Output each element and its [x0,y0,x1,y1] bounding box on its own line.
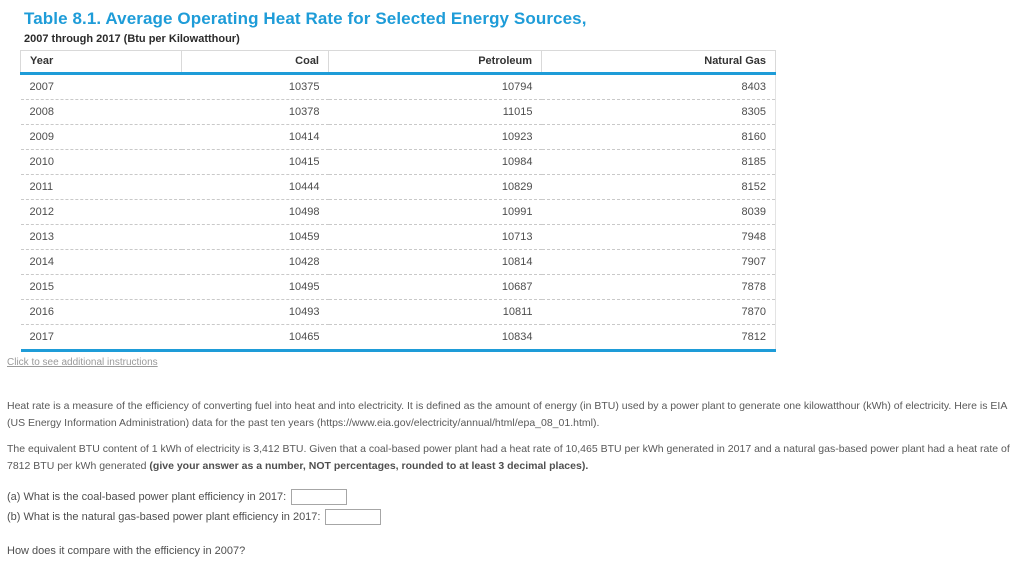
problem-statement: The equivalent BTU content of 1 kWh of e… [7,441,1017,474]
page-subtitle: 2007 through 2017 (Btu per Kilowatthour) [24,33,240,45]
cell-petroleum: 10811 [328,299,542,325]
cell-year: 2017 [20,324,182,351]
table-row: 2014 10428 10814 7907 [20,249,776,275]
cell-year: 2014 [20,249,182,275]
cell-year: 2007 [20,73,182,100]
table-row: 2012 10498 10991 8039 [20,199,776,225]
column-header-coal: Coal [181,50,329,75]
heat-rate-description: Heat rate is a measure of the efficiency… [7,400,1007,429]
table-row: 2007 10375 10794 8403 [20,73,776,100]
table-header-row: Year Coal Petroleum Natural Gas [20,50,776,75]
cell-coal: 10415 [181,149,329,175]
cell-natural-gas: 8185 [541,149,776,175]
question-a-label: (a) What is the coal-based power plant e… [7,491,287,503]
question-a: (a) What is the coal-based power plant e… [7,488,1024,506]
column-header-natural-gas: Natural Gas [541,50,776,75]
cell-petroleum: 10794 [328,73,542,100]
additional-instructions-link[interactable]: Click to see additional instructions [7,357,158,368]
cell-petroleum: 10991 [328,199,542,225]
cell-petroleum: 10687 [328,274,542,300]
cell-year: 2016 [20,299,182,325]
cell-year: 2013 [20,224,182,250]
cell-coal: 10495 [181,274,329,300]
compare-prompt: How does it compare with the efficiency … [7,545,246,557]
table-row: 2016 10493 10811 7870 [20,299,776,325]
question-b: (b) What is the natural gas-based power … [7,508,1024,526]
cell-coal: 10444 [181,174,329,200]
questions-section: (a) What is the coal-based power plant e… [7,488,1024,566]
table-row: 2013 10459 10713 7948 [20,224,776,250]
column-header-year: Year [20,50,182,75]
cell-petroleum: 11015 [328,99,542,125]
table-row: 2009 10414 10923 8160 [20,124,776,150]
cell-coal: 10459 [181,224,329,250]
table-row: 2008 10378 11015 8305 [20,99,776,125]
cell-petroleum: 10834 [328,324,542,351]
heat-rate-table-body: 2007 10375 10794 8403 2008 10378 11015 8305 2009… [20,73,776,351]
cell-year: 2012 [20,199,182,225]
cell-petroleum: 10923 [328,124,542,150]
cell-natural-gas: 7907 [541,249,776,275]
cell-natural-gas: 8160 [541,124,776,150]
column-header-petroleum: Petroleum [328,50,542,75]
table-row: 2015 10495 10687 7878 [20,274,776,300]
cell-petroleum: 10814 [328,249,542,275]
cell-coal: 10498 [181,199,329,225]
cell-natural-gas: 7878 [541,274,776,300]
table-row: 2010 10415 10984 8185 [20,149,776,175]
table-row: 2011 10444 10829 8152 [20,174,776,200]
table-row: 2017 10465 10834 7812 [20,324,776,351]
heat-rate-table: Year Coal Petroleum Natural Gas 2007 1037… [20,50,776,352]
cell-petroleum: 10713 [328,224,542,250]
answer-format-note: (give your answer as a number, NOT perce… [149,459,589,472]
cell-natural-gas: 7870 [541,299,776,325]
cell-natural-gas: 8039 [541,199,776,225]
problem-statement-text: The equivalent BTU content of 1 kWh of e… [7,443,1010,472]
cell-natural-gas: 7812 [541,324,776,351]
cell-natural-gas: 7948 [541,224,776,250]
cell-coal: 10428 [181,249,329,275]
question-b-label: (b) What is the natural gas-based power … [7,511,321,523]
cell-coal: 10375 [181,73,329,100]
cell-coal: 10465 [181,324,329,351]
page-title: Table 8.1. Average Operating Heat Rate f… [24,9,587,28]
cell-coal: 10414 [181,124,329,150]
cell-year: 2011 [20,174,182,200]
cell-petroleum: 10829 [328,174,542,200]
cell-year: 2015 [20,274,182,300]
cell-natural-gas: 8152 [541,174,776,200]
cell-natural-gas: 8403 [541,73,776,100]
cell-coal: 10493 [181,299,329,325]
cell-year: 2008 [20,99,182,125]
cell-natural-gas: 8305 [541,99,776,125]
cell-year: 2009 [20,124,182,150]
answer-input-b[interactable] [325,509,382,525]
cell-coal: 10378 [181,99,329,125]
cell-petroleum: 10984 [328,149,542,175]
answer-input-a[interactable] [291,489,348,505]
cell-year: 2010 [20,149,182,175]
